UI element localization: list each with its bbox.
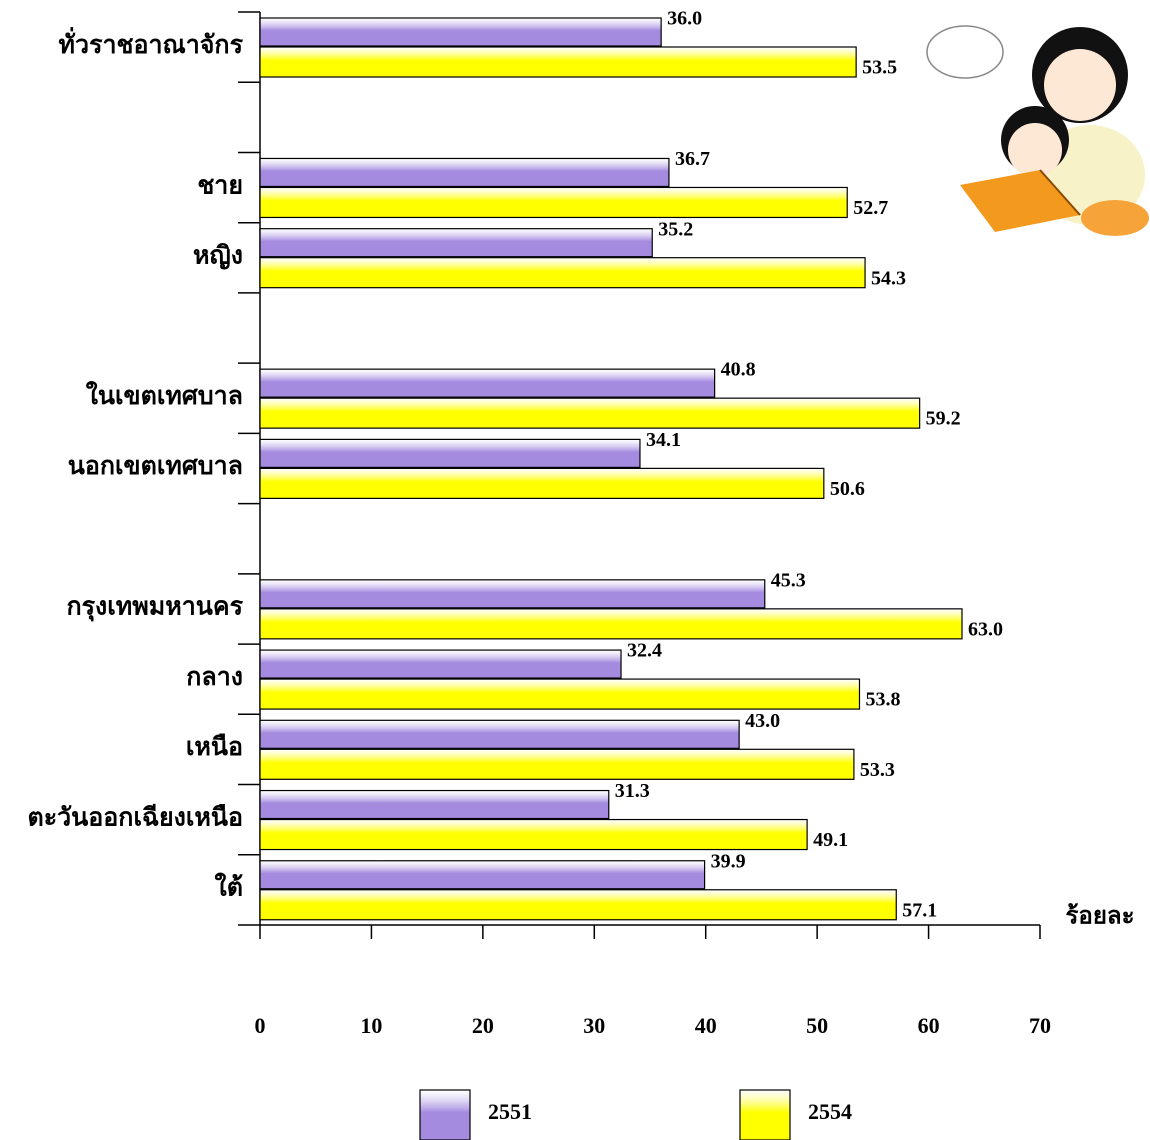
value-label: 50.6	[830, 478, 865, 500]
bar	[259, 368, 716, 398]
x-tick-label: 40	[695, 1013, 717, 1038]
y-tick-label: ชาย	[197, 172, 243, 199]
value-label: 36.0	[667, 8, 702, 30]
value-label: 52.7	[853, 197, 888, 219]
x-axis-label: ร้อยละ	[1066, 903, 1135, 930]
bar	[259, 579, 766, 609]
x-tick-label: 70	[1029, 1013, 1051, 1038]
value-label: 39.9	[711, 850, 746, 872]
legend-label: 2551	[488, 1099, 532, 1124]
bar	[259, 17, 662, 47]
bar	[259, 678, 861, 710]
x-tick-label: 20	[472, 1013, 494, 1038]
x-tick-label: 60	[918, 1013, 940, 1038]
bar	[259, 438, 641, 468]
value-label: 43.0	[745, 710, 780, 732]
y-tick-label: ใต้	[215, 872, 243, 902]
value-label: 34.1	[646, 429, 681, 451]
bar	[259, 157, 670, 188]
y-tick-label: เหนือ	[186, 733, 243, 761]
y-tick-label: กลาง	[186, 664, 243, 691]
legend-swatch	[419, 1089, 471, 1140]
value-label: 40.8	[721, 359, 756, 381]
value-label: 57.1	[902, 899, 937, 921]
bar	[259, 649, 622, 679]
x-tick-label: 0	[255, 1013, 266, 1038]
bar	[259, 860, 706, 890]
bar	[259, 228, 653, 258]
x-tick-label: 30	[583, 1013, 605, 1038]
value-label: 54.3	[871, 267, 906, 289]
legend-label: 2554	[808, 1099, 852, 1124]
value-label: 31.3	[615, 780, 650, 802]
bar	[259, 889, 897, 921]
y-tick-label: หญิง	[193, 243, 243, 270]
x-tick-label: 50	[806, 1013, 828, 1038]
x-tick-label: 10	[360, 1013, 382, 1038]
value-label: 59.2	[926, 408, 961, 430]
bar	[259, 748, 855, 780]
bar	[259, 789, 610, 820]
bar	[259, 46, 857, 78]
value-label: 32.4	[627, 640, 662, 662]
y-tick-label: ในเขตเทศบาล	[86, 380, 243, 410]
value-label: 53.3	[860, 759, 895, 781]
value-label: 35.2	[658, 218, 693, 240]
value-label: 49.1	[813, 829, 848, 851]
y-tick-label: ตะวันออกเฉียงเหนือ	[27, 803, 243, 831]
bar	[259, 719, 740, 749]
legend-swatch	[739, 1089, 791, 1140]
bar	[259, 467, 825, 499]
value-label: 53.8	[865, 689, 900, 711]
cartoon-illustration	[926, 25, 1149, 236]
y-tick-label: นอกเขตเทศบาล	[68, 453, 243, 480]
bar	[259, 818, 808, 851]
value-label: 53.5	[862, 57, 897, 79]
bar	[259, 186, 848, 219]
y-tick-label: กรุงเทพมหานคร	[66, 594, 243, 623]
value-label: 36.7	[675, 148, 710, 170]
bar	[259, 397, 921, 429]
bar	[259, 257, 866, 289]
bar	[259, 608, 963, 640]
y-tick-label: ทั่วราชอาณาจักร	[59, 27, 244, 59]
value-label: 45.3	[771, 569, 806, 591]
value-label: 63.0	[968, 618, 1003, 640]
